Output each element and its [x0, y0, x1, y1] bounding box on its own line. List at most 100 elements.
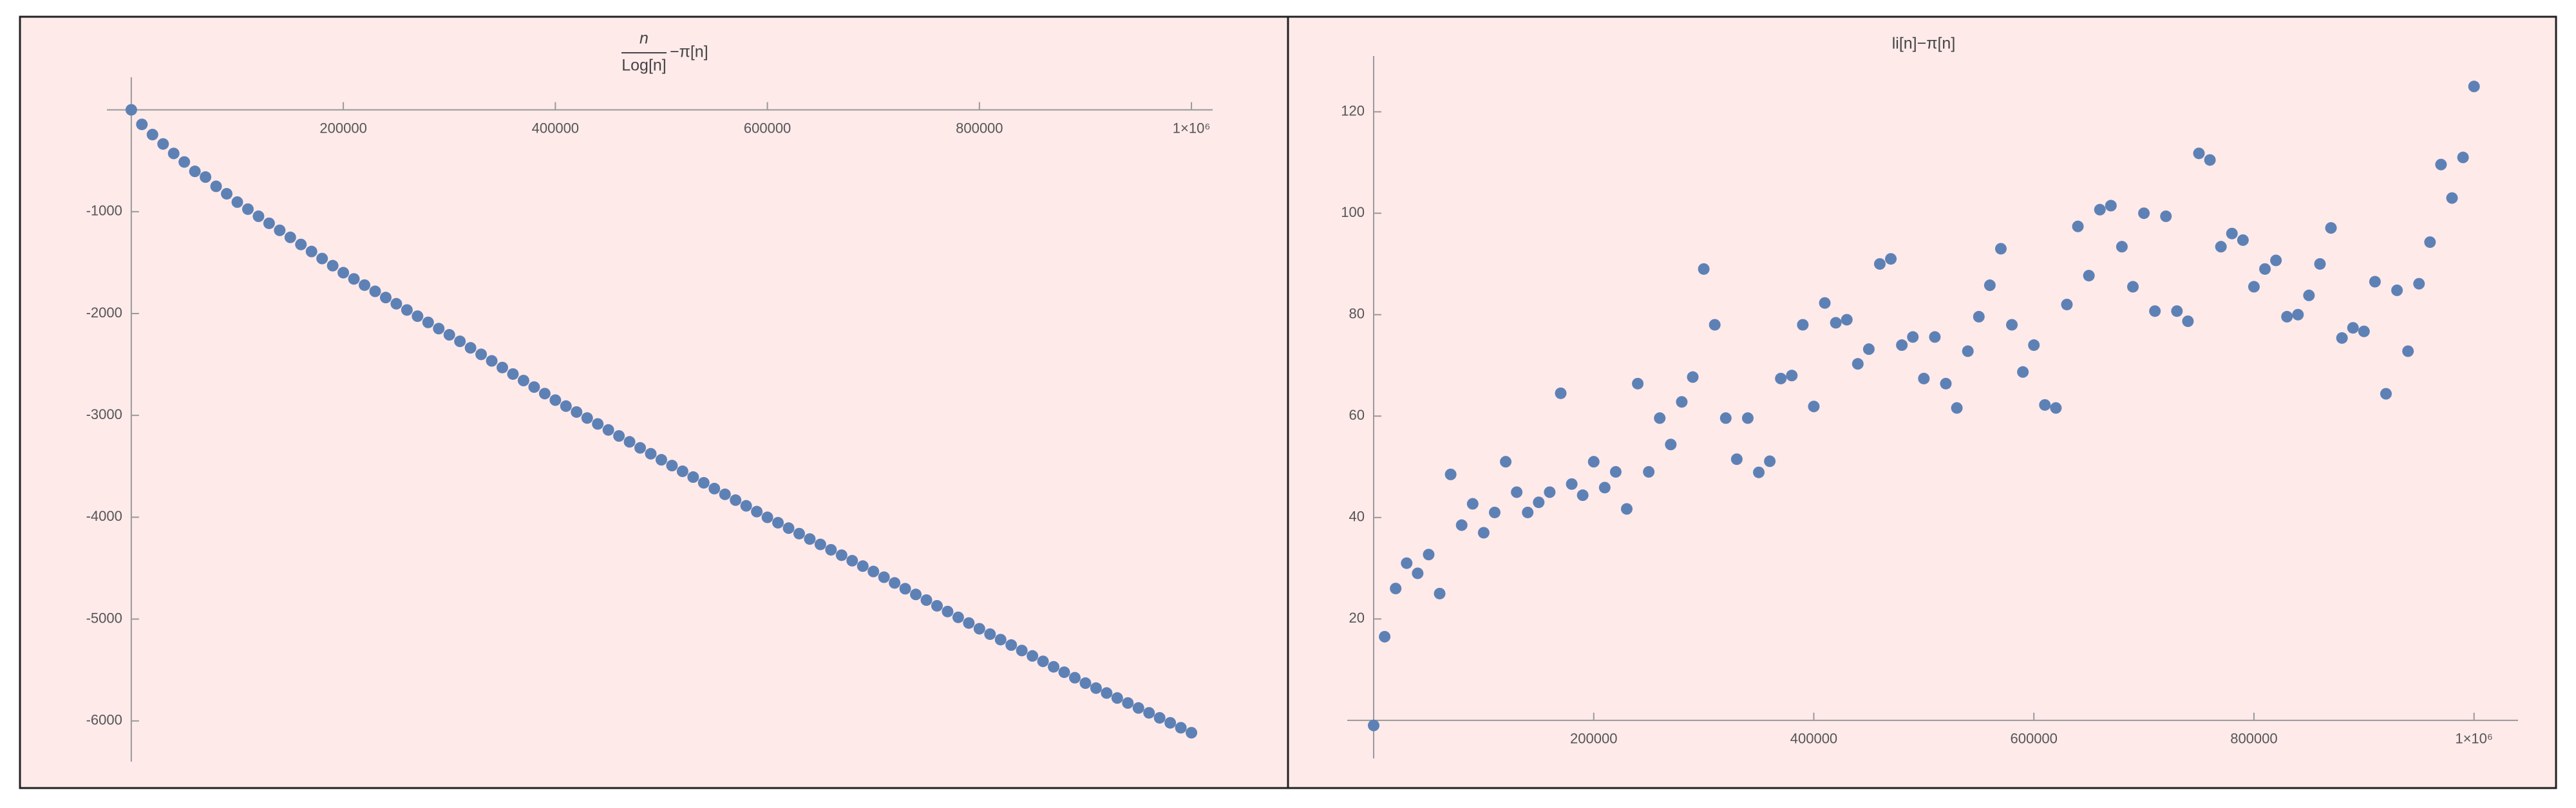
point: [804, 533, 816, 545]
point: [2039, 399, 2051, 411]
point: [2358, 325, 2370, 337]
point: [2336, 332, 2348, 344]
point: [2215, 241, 2227, 253]
y-tick-label: -6000: [86, 712, 122, 728]
point: [2160, 210, 2172, 222]
point: [1841, 314, 1853, 326]
point: [1907, 331, 1919, 343]
point: [1164, 717, 1177, 729]
point: [697, 476, 710, 489]
y-tick-label: -2000: [86, 305, 122, 321]
point: [2380, 388, 2392, 400]
point: [602, 424, 614, 436]
point: [2314, 258, 2326, 270]
point: [1730, 453, 1743, 465]
point: [1401, 557, 1413, 569]
point: [2237, 234, 2249, 246]
point: [1500, 456, 1512, 468]
point: [2193, 147, 2205, 160]
point: [782, 522, 795, 534]
point: [2138, 207, 2150, 220]
point: [2126, 281, 2139, 293]
point: [835, 549, 848, 561]
point: [1873, 258, 1886, 270]
point: [2435, 158, 2447, 171]
point: [1632, 377, 1644, 390]
point: [1885, 253, 1897, 265]
point: [655, 454, 667, 466]
point: [538, 388, 551, 400]
point: [1368, 719, 1380, 731]
point: [2149, 305, 2161, 317]
point: [2303, 289, 2315, 301]
point: [2083, 270, 2095, 282]
point: [1994, 243, 2007, 255]
point: [1153, 711, 1166, 724]
point: [1598, 482, 1611, 494]
point: [2281, 310, 2293, 323]
point: [931, 599, 943, 612]
point: [2424, 236, 2436, 249]
x-tick-label: 200000: [1570, 731, 1617, 747]
point: [252, 210, 265, 222]
x-tick-label: 400000: [532, 120, 579, 136]
point: [1016, 644, 1028, 657]
point: [613, 430, 625, 442]
point: [401, 304, 413, 316]
point: [379, 292, 392, 304]
point: [507, 368, 519, 380]
point: [2325, 222, 2337, 234]
point: [2028, 339, 2040, 352]
point: [1665, 438, 1677, 451]
point: [920, 594, 933, 606]
point: [1676, 396, 1688, 408]
point: [1379, 630, 1391, 643]
point: [189, 165, 201, 178]
x-tick-label: 1×10⁶: [2455, 731, 2493, 747]
point: [242, 203, 254, 215]
y-tick-label: 20: [1349, 610, 1365, 626]
point: [422, 316, 434, 328]
point: [517, 375, 529, 387]
point: [1090, 682, 1102, 694]
point: [1434, 587, 1446, 599]
point: [2468, 80, 2480, 93]
point: [454, 335, 466, 348]
point: [751, 505, 763, 518]
point: [1808, 400, 1820, 413]
point: [2006, 319, 2018, 331]
point: [814, 538, 826, 550]
point: [1412, 567, 1424, 579]
point: [210, 180, 222, 193]
title-rest: −π[n]: [670, 43, 708, 61]
point: [1929, 331, 1941, 343]
y-tick-label: -3000: [86, 406, 122, 422]
point: [1786, 370, 1798, 382]
point: [146, 129, 158, 141]
point: [560, 400, 572, 412]
point: [1984, 279, 1996, 292]
point: [305, 245, 317, 258]
point: [942, 605, 954, 617]
point: [1719, 412, 1732, 424]
point: [274, 224, 286, 236]
point: [2446, 192, 2458, 204]
point: [337, 267, 350, 279]
point: [475, 348, 488, 361]
point: [433, 323, 445, 335]
point: [1741, 412, 1754, 424]
point: [1819, 297, 1831, 309]
point: [2050, 402, 2062, 414]
point: [1587, 456, 1600, 468]
point: [2061, 298, 2073, 310]
chart-title: li[n]−π[n]: [1892, 35, 1956, 53]
point: [1111, 692, 1123, 704]
y-tick-label: -4000: [86, 508, 122, 524]
point: [952, 611, 964, 623]
point: [1555, 387, 1567, 399]
point: [1566, 478, 1578, 490]
point: [1709, 319, 1721, 331]
point: [1764, 455, 1776, 467]
point: [1511, 486, 1523, 498]
